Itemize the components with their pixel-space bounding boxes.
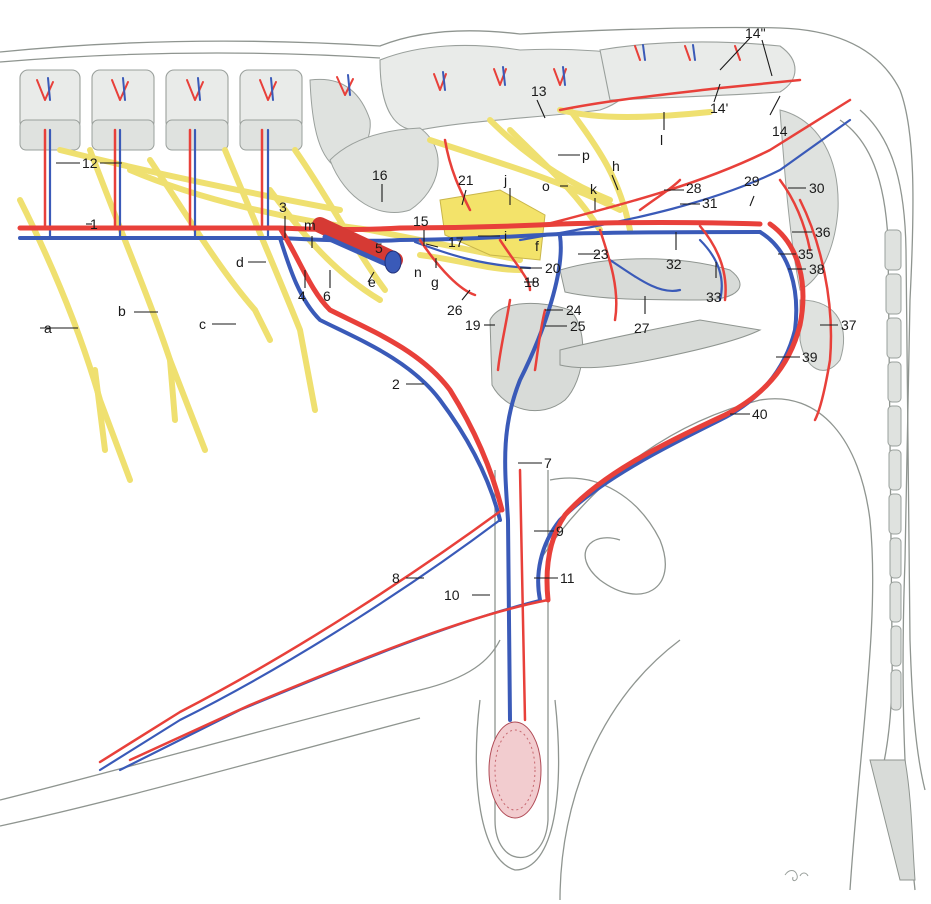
label-38: 38 — [809, 261, 825, 277]
label-30: 30 — [809, 180, 825, 196]
label-h: h — [612, 158, 620, 174]
lumbar-vertebrae — [19, 69, 371, 171]
label-14-prime: 14' — [710, 100, 728, 116]
label-d: d — [236, 254, 244, 270]
label-35: 35 — [798, 246, 814, 262]
labels: a b c d e f g h i j k l m n o p 1 2 3 4 … — [44, 25, 857, 603]
label-32: 32 — [666, 256, 682, 272]
label-n: n — [414, 264, 422, 280]
label-7: 7 — [544, 455, 552, 471]
segmental-vessel-tufts — [36, 44, 741, 101]
label-j: j — [503, 172, 507, 188]
label-i: i — [504, 228, 507, 244]
label-10: 10 — [444, 587, 460, 603]
label-11: 11 — [560, 570, 575, 586]
label-b: b — [118, 303, 126, 319]
label-13: 13 — [531, 83, 547, 99]
label-27: 27 — [634, 320, 650, 336]
label-15: 15 — [413, 213, 429, 229]
iliac-vessel-stumps — [312, 217, 403, 274]
label-9: 9 — [556, 523, 564, 539]
label-o: o — [542, 178, 550, 194]
label-20: 20 — [545, 260, 561, 276]
leader-lines — [40, 37, 838, 596]
veins — [18, 118, 852, 772]
label-39: 39 — [802, 349, 818, 365]
label-28: 28 — [686, 180, 702, 196]
label-12: 12 — [82, 155, 98, 171]
label-3: 3 — [279, 199, 287, 215]
label-14-double-prime: 14" — [745, 25, 766, 41]
label-k: k — [590, 181, 598, 197]
label-1: 1 — [90, 216, 98, 232]
label-6: 6 — [323, 288, 331, 304]
label-33: 33 — [706, 289, 722, 305]
label-4: 4 — [298, 288, 306, 304]
label-37: 37 — [841, 317, 857, 333]
label-f: f — [535, 238, 539, 254]
label-29: 29 — [744, 173, 760, 189]
arteries — [17, 78, 852, 764]
label-18: 18 — [524, 274, 540, 290]
label-g: g — [431, 274, 439, 290]
label-19: 19 — [465, 317, 481, 333]
label-c: c — [199, 316, 206, 332]
label-26: 26 — [447, 302, 463, 318]
sacrum-and-pelvis — [329, 41, 902, 711]
tail-vertebrae — [884, 229, 902, 711]
body-outline — [0, 26, 926, 901]
label-p: p — [582, 147, 590, 163]
label-l: l — [660, 132, 663, 148]
label-17: 17 — [448, 234, 464, 250]
label-31: 31 — [702, 195, 718, 211]
penis-and-testis — [475, 470, 666, 871]
label-40: 40 — [752, 406, 768, 422]
label-5: 5 — [375, 240, 383, 256]
label-36: 36 — [815, 224, 831, 240]
label-e: e — [368, 274, 376, 290]
label-14: 14 — [772, 123, 788, 139]
label-23: 23 — [593, 246, 609, 262]
label-24: 24 — [566, 302, 582, 318]
label-a: a — [44, 320, 52, 336]
label-8: 8 — [392, 570, 400, 586]
artist-signature — [784, 870, 809, 882]
label-m: m — [304, 217, 316, 233]
label-25: 25 — [570, 318, 586, 334]
label-21: 21 — [458, 172, 474, 188]
label-2: 2 — [392, 376, 400, 392]
label-16: 16 — [372, 167, 388, 183]
